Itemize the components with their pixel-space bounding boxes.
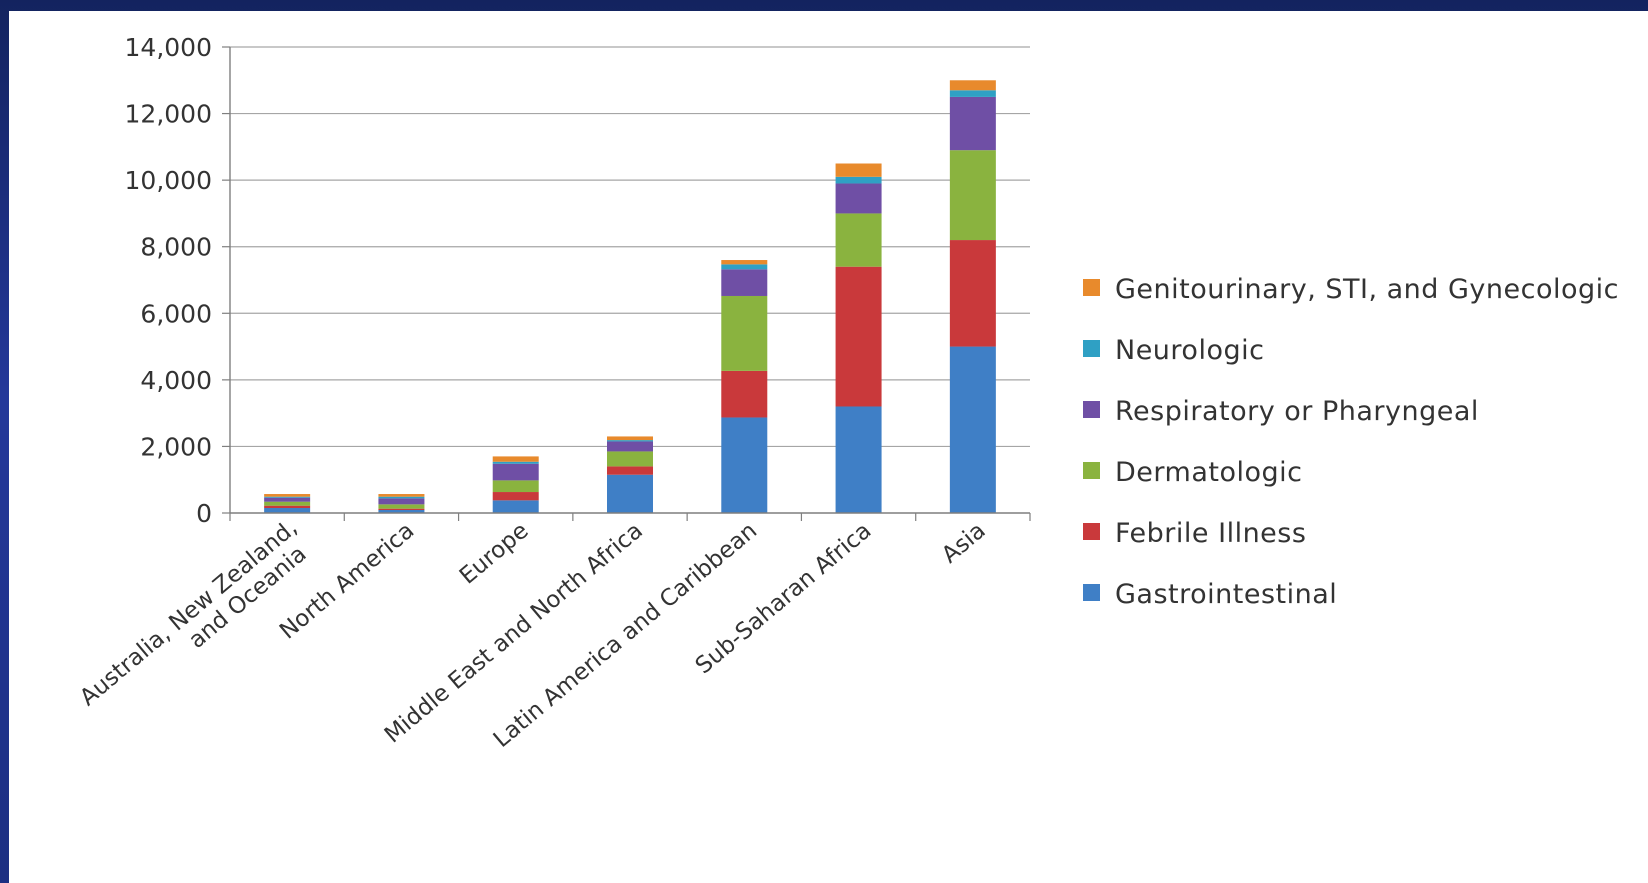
bar-segment (721, 260, 767, 264)
legend-label: Respiratory or Pharyngeal (1115, 396, 1479, 427)
y-tick-label: 10,000 (125, 166, 212, 195)
bar-segment (950, 97, 996, 150)
bar-segment (607, 441, 653, 451)
bar-segment (493, 464, 539, 481)
bar-segment (950, 150, 996, 240)
bar-segment (950, 347, 996, 513)
bar-segment (378, 504, 424, 508)
bar-segment (950, 90, 996, 97)
bar-segment (721, 269, 767, 296)
bar-segment (836, 213, 882, 266)
bar-segment (607, 440, 653, 441)
y-tick-label: 0 (196, 499, 212, 528)
bar-segment (493, 492, 539, 500)
y-tick-label: 12,000 (125, 100, 212, 129)
x-tick-label: Asia (937, 518, 991, 569)
bar-segment (950, 240, 996, 347)
bar-segment (378, 509, 424, 510)
bar-segment (950, 80, 996, 90)
bar-segment (493, 456, 539, 461)
bar-segment (264, 508, 310, 513)
bar-segment (721, 371, 767, 418)
bar-segment (264, 502, 310, 506)
x-tick-label-line: Australia, New Zealand, (75, 515, 302, 712)
legend-swatch (1083, 523, 1100, 540)
bar-segment (836, 183, 882, 213)
gridlines (230, 47, 1030, 446)
bar-segment (607, 466, 653, 474)
bar-segment (493, 462, 539, 464)
bar-segment (607, 436, 653, 440)
bar-segment (721, 417, 767, 513)
bar-segment (721, 264, 767, 269)
bar-segment (607, 451, 653, 466)
legend-swatch (1083, 584, 1100, 601)
bar-segment (378, 494, 424, 497)
bar-segment (836, 164, 882, 177)
y-tick-label: 2,000 (140, 432, 212, 461)
legend-label: Dermatologic (1115, 457, 1303, 488)
y-tick-label: 8,000 (140, 233, 212, 262)
bar-segment (836, 267, 882, 407)
legend-swatch (1083, 401, 1100, 418)
x-tick-label-line: Asia (937, 518, 991, 569)
y-tick-labels: 0 2,000 4,000 6,000 8,000 10,000 12,000 14,000 (125, 33, 212, 528)
bars (264, 80, 996, 513)
legend-label: Genitourinary, STI, and Gynecologic (1115, 274, 1619, 305)
bar-segment (378, 498, 424, 504)
x-tick-labels: Australia, New Zealand,and OceaniaNorth … (75, 515, 991, 753)
legend-label: Neurologic (1115, 335, 1264, 366)
bar-segment (607, 475, 653, 513)
bar-segment (836, 177, 882, 184)
legend-swatch (1083, 279, 1100, 296)
y-tick-label: 4,000 (140, 366, 212, 395)
bar-segment (264, 506, 310, 508)
legend-label: Gastrointestinal (1115, 579, 1337, 610)
bar-segment (264, 498, 310, 502)
bar-segment (836, 406, 882, 513)
x-tick-label: Europe (455, 518, 534, 590)
y-tick-label: 14,000 (125, 33, 212, 62)
legend: Genitourinary, STI, and Gynecologic Neuro… (1083, 274, 1619, 610)
legend-swatch (1083, 340, 1100, 357)
bar-segment (721, 296, 767, 371)
bar-segment (264, 494, 310, 497)
y-tick-label: 6,000 (140, 299, 212, 328)
bar-segment (493, 480, 539, 492)
legend-swatch (1083, 462, 1100, 479)
bar-segment (378, 497, 424, 499)
legend-label: Febrile Illness (1115, 518, 1306, 549)
bar-segment (264, 497, 310, 498)
x-tick-label-line: Europe (455, 518, 534, 590)
bar-segment (493, 500, 539, 513)
